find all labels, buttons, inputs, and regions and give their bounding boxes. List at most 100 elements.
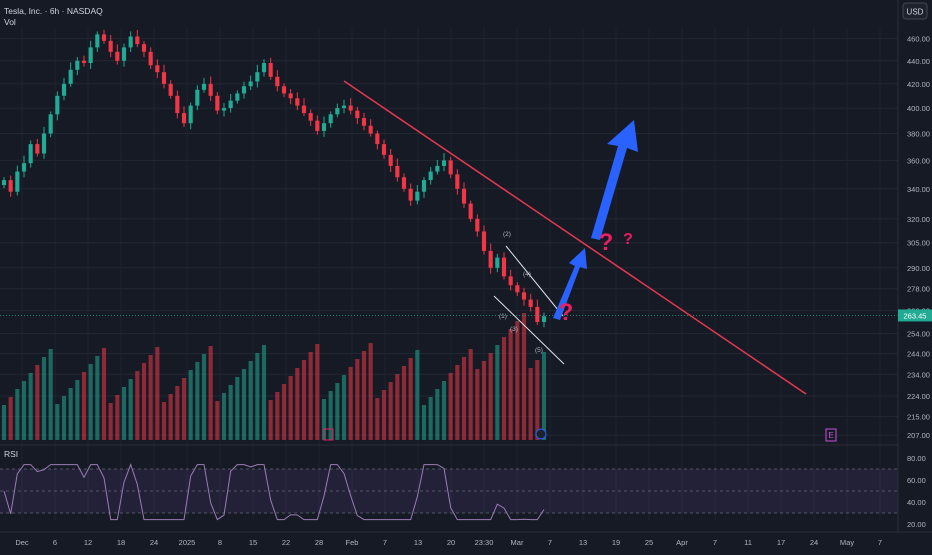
candle-body[interactable] — [248, 81, 253, 87]
candle-body[interactable] — [295, 98, 300, 106]
candle-body[interactable] — [335, 108, 340, 115]
candle-body[interactable] — [461, 188, 467, 204]
candle-body[interactable] — [115, 51, 120, 61]
volume-label: Vol — [4, 17, 16, 27]
candle-body[interactable] — [55, 95, 60, 115]
candle-body[interactable] — [88, 47, 93, 64]
candle-body[interactable] — [168, 83, 173, 96]
candle-body[interactable] — [288, 93, 293, 99]
candle-body[interactable] — [108, 40, 113, 52]
volume-bar — [188, 370, 193, 440]
candle-body[interactable] — [521, 292, 527, 300]
small-up-arrow[interactable] — [553, 248, 587, 320]
candle-body[interactable] — [475, 218, 480, 232]
large-up-arrow[interactable] — [591, 120, 638, 240]
candle-body[interactable] — [141, 44, 147, 52]
candle-body[interactable] — [35, 144, 40, 154]
candle-body[interactable] — [515, 285, 520, 293]
candle-body[interactable] — [121, 47, 127, 61]
candle-body[interactable] — [321, 123, 327, 131]
candle-body[interactable] — [495, 257, 500, 268]
candle-body[interactable] — [361, 118, 367, 126]
candle-body[interactable] — [348, 105, 353, 111]
candle-body[interactable] — [301, 105, 307, 114]
descending-trendline[interactable] — [343, 80, 807, 395]
currency-button[interactable]: USD — [902, 2, 928, 20]
candle-body[interactable] — [81, 60, 87, 64]
volume-bar — [168, 394, 173, 440]
candle-body[interactable] — [155, 65, 160, 73]
candle-body[interactable] — [195, 89, 200, 106]
candle-body[interactable] — [68, 69, 73, 84]
candle-body[interactable] — [41, 133, 47, 154]
candle-body[interactable] — [75, 60, 80, 70]
candle-body[interactable] — [448, 160, 453, 175]
candle-body[interactable] — [101, 34, 107, 41]
candle-body[interactable] — [261, 63, 267, 73]
candle-body[interactable] — [241, 86, 247, 94]
candle-body[interactable] — [188, 105, 193, 124]
candle-body[interactable] — [395, 165, 400, 178]
candle-body[interactable] — [48, 114, 53, 134]
candle-body[interactable] — [95, 34, 100, 48]
candle-body[interactable] — [355, 110, 360, 119]
candle-body[interactable] — [275, 76, 280, 87]
candle-body[interactable] — [215, 95, 220, 111]
volume-bar — [341, 375, 347, 440]
candle-body[interactable] — [468, 203, 473, 219]
candle-body[interactable] — [28, 144, 33, 164]
candle-body[interactable] — [508, 276, 513, 286]
candle-body[interactable] — [328, 114, 333, 124]
candle-body[interactable] — [228, 100, 233, 109]
candle-body[interactable] — [441, 160, 447, 166]
candle-body[interactable] — [388, 154, 393, 166]
wedge-lower-line[interactable] — [493, 295, 565, 365]
candle-body[interactable] — [135, 36, 140, 45]
candle-body[interactable] — [488, 250, 493, 268]
candle-body[interactable] — [341, 105, 347, 109]
candle-body[interactable] — [375, 133, 380, 145]
candle-body[interactable] — [175, 95, 180, 114]
candle-body[interactable] — [308, 113, 313, 121]
candle-body[interactable] — [235, 93, 240, 101]
candle-body[interactable] — [381, 144, 387, 155]
candle-body[interactable] — [501, 257, 507, 277]
candle-body[interactable] — [255, 72, 260, 82]
candle-body[interactable] — [268, 63, 273, 77]
candle-body[interactable] — [128, 36, 133, 48]
candle-body[interactable] — [1, 180, 7, 186]
candle-body[interactable] — [528, 299, 533, 307]
wedge-upper-line[interactable] — [505, 245, 564, 317]
dividend-marker[interactable] — [323, 428, 334, 441]
candle-body[interactable] — [408, 188, 413, 201]
candle-body[interactable] — [428, 171, 433, 181]
candle-body[interactable] — [221, 108, 227, 111]
candle-body[interactable] — [415, 191, 420, 201]
candle-body[interactable] — [181, 113, 187, 124]
candle-body[interactable] — [61, 83, 67, 96]
candle-body[interactable] — [541, 316, 547, 322]
candle-body[interactable] — [435, 165, 440, 172]
candle-body[interactable] — [21, 163, 27, 172]
drawings[interactable]: (1) (2) (3) (4) (5)?? ? E — [0, 80, 898, 442]
candle-body[interactable] — [8, 180, 13, 192]
candle-body[interactable] — [148, 51, 153, 66]
candle-body[interactable] — [15, 171, 20, 192]
candle-body[interactable] — [481, 231, 487, 251]
candles[interactable] — [1, 29, 547, 328]
candle-body[interactable] — [208, 83, 213, 96]
candle-body[interactable] — [315, 120, 320, 131]
candle-body[interactable] — [281, 86, 287, 94]
candle-body[interactable] — [455, 174, 460, 189]
rsi-tick-label: 80.00 — [907, 454, 926, 463]
candle-body[interactable] — [368, 125, 373, 134]
candle-body[interactable] — [401, 177, 407, 189]
candle-body[interactable] — [161, 72, 167, 84]
event-marker[interactable] — [825, 428, 837, 442]
earnings-marker[interactable] — [535, 428, 547, 440]
candle-body[interactable] — [421, 180, 427, 192]
candle-body[interactable] — [535, 306, 540, 322]
candle-body[interactable] — [201, 83, 207, 90]
